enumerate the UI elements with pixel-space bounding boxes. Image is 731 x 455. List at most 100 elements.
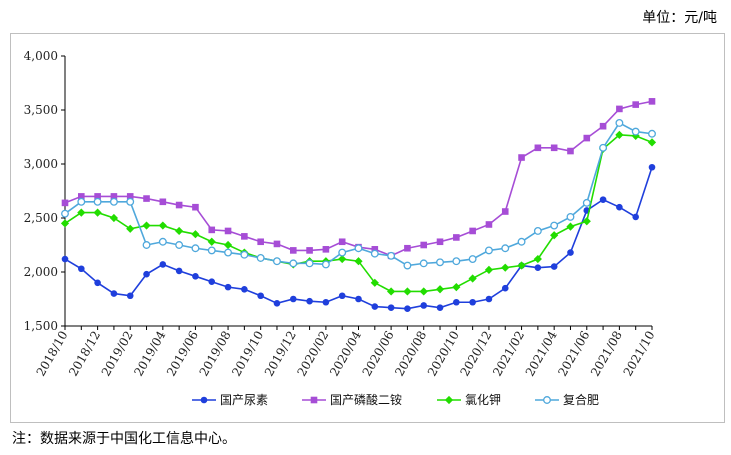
data-point <box>158 221 167 230</box>
data-point <box>534 144 542 152</box>
data-point <box>469 227 476 235</box>
data-point <box>207 246 216 255</box>
data-point <box>599 122 607 130</box>
data-point <box>175 267 183 275</box>
y-tick-label: 1,500 <box>24 319 58 333</box>
legend-label: 氯化钾 <box>465 393 501 407</box>
data-point <box>647 138 657 147</box>
data-point <box>305 259 314 268</box>
data-point <box>273 240 281 248</box>
data-point <box>420 241 428 249</box>
data-point <box>550 144 558 152</box>
data-point <box>78 193 85 200</box>
data-point <box>306 297 313 305</box>
source-note: 注：数据来源于中国化工信息中心。 <box>12 431 236 447</box>
y-tick-label: 3,000 <box>24 157 58 171</box>
legend-item: 国产尿素 <box>192 393 268 407</box>
data-point <box>453 234 460 241</box>
x-tick-label: 2019/08 <box>197 329 234 379</box>
data-point <box>191 230 200 239</box>
data-point <box>321 260 330 269</box>
legend-marker <box>543 396 551 404</box>
data-point <box>648 129 656 138</box>
data-point <box>599 196 607 203</box>
data-point <box>110 193 118 200</box>
data-point <box>126 197 135 206</box>
data-point <box>142 221 151 230</box>
data-point <box>175 226 184 236</box>
data-point <box>240 250 249 259</box>
data-point <box>436 238 444 246</box>
data-point <box>452 283 461 292</box>
series-lines <box>60 98 657 313</box>
data-point <box>436 258 444 267</box>
data-point <box>518 154 525 161</box>
data-point <box>93 208 102 217</box>
data-point <box>143 195 150 202</box>
data-point <box>354 257 363 266</box>
data-point <box>257 292 264 300</box>
data-point <box>583 134 591 142</box>
data-point <box>175 201 183 209</box>
data-point <box>370 278 379 287</box>
data-point <box>484 265 494 274</box>
data-point <box>550 231 559 240</box>
data-point <box>648 163 656 171</box>
x-tick-label: 2020/02 <box>294 329 331 379</box>
data-point <box>501 244 510 253</box>
data-point <box>468 255 477 263</box>
data-point <box>355 295 362 303</box>
data-point <box>387 251 396 260</box>
data-point <box>224 283 232 291</box>
data-point <box>338 248 347 257</box>
data-point <box>207 237 216 246</box>
chart-axes <box>64 56 652 327</box>
y-tick-label: 3,500 <box>24 103 58 117</box>
data-point <box>223 240 233 250</box>
data-point <box>533 227 542 235</box>
data-point <box>126 224 135 233</box>
data-point <box>616 203 623 211</box>
data-point <box>582 198 591 207</box>
data-point <box>61 209 69 218</box>
data-point <box>371 303 379 310</box>
data-point <box>501 263 510 272</box>
data-point <box>420 302 428 309</box>
series-3 <box>60 130 657 296</box>
data-point <box>485 221 493 228</box>
data-point <box>208 226 216 234</box>
data-point <box>257 238 264 246</box>
data-point <box>567 249 574 256</box>
data-point <box>192 273 199 280</box>
series-line <box>64 100 653 257</box>
data-point <box>338 238 346 246</box>
chart-legend: 国产尿素 国产磷酸二铵 氯化钾 复合肥 <box>192 392 599 407</box>
data-point <box>484 246 493 255</box>
data-point <box>631 127 640 136</box>
series-line <box>64 166 653 310</box>
x-tick-label: 2020/06 <box>360 329 397 379</box>
data-point <box>224 227 232 235</box>
data-point <box>435 285 445 294</box>
data-point <box>501 284 509 292</box>
data-point <box>648 98 656 105</box>
x-tick-label: 2021/10 <box>621 329 658 379</box>
legend-marker <box>200 396 208 404</box>
data-point <box>143 270 150 278</box>
data-point <box>485 295 493 303</box>
x-tick-label: 2021/08 <box>588 329 625 379</box>
data-point <box>403 261 412 270</box>
data-point <box>158 237 167 246</box>
data-point <box>370 249 379 258</box>
data-point <box>567 147 574 155</box>
data-point <box>632 213 639 221</box>
data-point <box>615 130 624 139</box>
series-line <box>64 134 653 293</box>
data-point <box>582 217 591 226</box>
data-point <box>404 305 411 313</box>
data-point <box>110 290 118 297</box>
x-tick-label: 2020/04 <box>327 328 364 378</box>
data-point <box>273 257 281 266</box>
data-point <box>78 265 85 273</box>
